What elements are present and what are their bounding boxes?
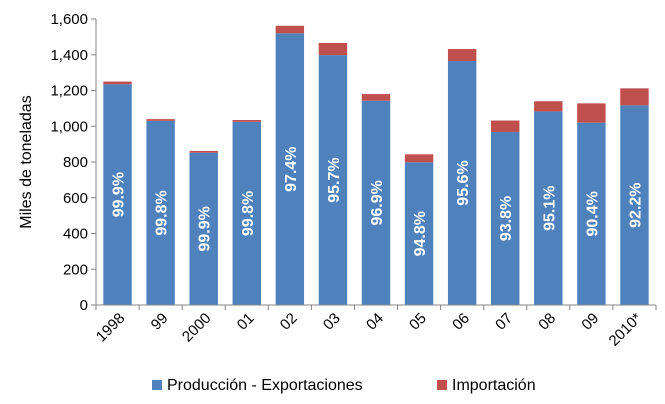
x-tick-label: 01 <box>234 310 258 334</box>
bar-importacion <box>232 119 261 122</box>
bar-produccion <box>146 120 175 305</box>
y-tick-label: 0 <box>80 297 88 314</box>
y-axis-label: Miles de toneladas <box>18 95 35 228</box>
data-label: 99.9% <box>111 172 128 217</box>
bar-produccion <box>275 33 305 306</box>
y-tick-label: 1,400 <box>50 47 88 64</box>
y-tick-label: 400 <box>63 226 88 243</box>
x-tick-label: 1998 <box>93 310 129 346</box>
x-tick-label: 07 <box>492 310 516 334</box>
data-label: 95.7% <box>326 157 343 202</box>
bar-importacion <box>491 120 520 132</box>
data-label: 90.4% <box>584 191 601 236</box>
bar-produccion <box>447 61 477 305</box>
data-label: 99.8% <box>240 191 257 236</box>
legend-swatch-produccion <box>152 380 162 390</box>
bar-produccion <box>318 55 348 305</box>
data-label: 95.6% <box>455 160 472 205</box>
bar-produccion <box>491 131 520 305</box>
legend-label-produccion: Producción - Exportaciones <box>167 377 363 394</box>
bar-produccion <box>361 100 391 305</box>
data-label: 97.4% <box>283 146 300 191</box>
legend-swatch-importacion <box>437 380 447 390</box>
data-labels: 99.9% 99.8% 99.9% 99.8% 97.4% 95.7% 96.9% 94.8%… <box>111 146 645 256</box>
data-label: 94.8% <box>412 211 429 256</box>
data-label: 99.8% <box>154 190 171 235</box>
bar-importacion <box>146 119 175 121</box>
data-label: 99.9% <box>197 206 214 251</box>
y-tick-label: 1,600 <box>50 11 88 28</box>
x-tick-label: 2010* <box>606 310 646 350</box>
bar-produccion <box>404 162 434 305</box>
bar-importacion <box>447 49 477 62</box>
x-tick-label: 05 <box>406 310 430 334</box>
bars <box>103 25 649 306</box>
bar-produccion <box>232 121 261 305</box>
x-tick-label: 02 <box>277 310 301 334</box>
bar-importacion <box>620 88 649 106</box>
bar-importacion <box>318 42 348 56</box>
bar-produccion <box>620 105 649 306</box>
bar-importacion <box>577 103 606 123</box>
bar-importacion <box>189 150 218 153</box>
x-tick-label: 08 <box>535 310 559 334</box>
bar-importacion <box>275 25 305 34</box>
x-tick-label: 99 <box>148 310 172 334</box>
bar-importacion <box>103 81 132 85</box>
data-label: 96.9% <box>369 180 386 225</box>
x-tick-label: 04 <box>363 310 387 334</box>
y-tick-label: 1,200 <box>50 83 88 100</box>
x-tick-label: 03 <box>320 310 344 334</box>
y-tick-label: 1,000 <box>50 118 88 135</box>
data-label: 93.8% <box>498 196 515 241</box>
x-tick-label: 09 <box>578 310 602 334</box>
bar-importacion <box>361 94 391 101</box>
y-tick-label: 600 <box>63 190 88 207</box>
legend-label-importacion: Importación <box>452 377 536 394</box>
x-axis-ticks: 1998 99 2000 01 02 03 04 05 06 07 08 09 2010* <box>93 305 657 350</box>
bar-produccion <box>577 122 606 305</box>
y-axis-ticks: 0 200 400 600 800 1,000 1,200 1,400 1,600 <box>50 11 96 314</box>
data-label: 95.1% <box>541 186 558 231</box>
y-tick-label: 200 <box>63 261 88 278</box>
bar-produccion <box>189 152 218 305</box>
x-tick-label: 2000 <box>179 310 215 346</box>
bar-importacion <box>404 154 434 163</box>
y-tick-label: 800 <box>63 154 88 171</box>
legend: Producción - Exportaciones Importación <box>152 377 536 394</box>
data-label: 92.2% <box>627 182 644 227</box>
x-tick-label: 06 <box>449 310 473 334</box>
bar-produccion <box>103 84 132 306</box>
bar-produccion <box>534 111 563 305</box>
bar-importacion <box>534 101 563 112</box>
